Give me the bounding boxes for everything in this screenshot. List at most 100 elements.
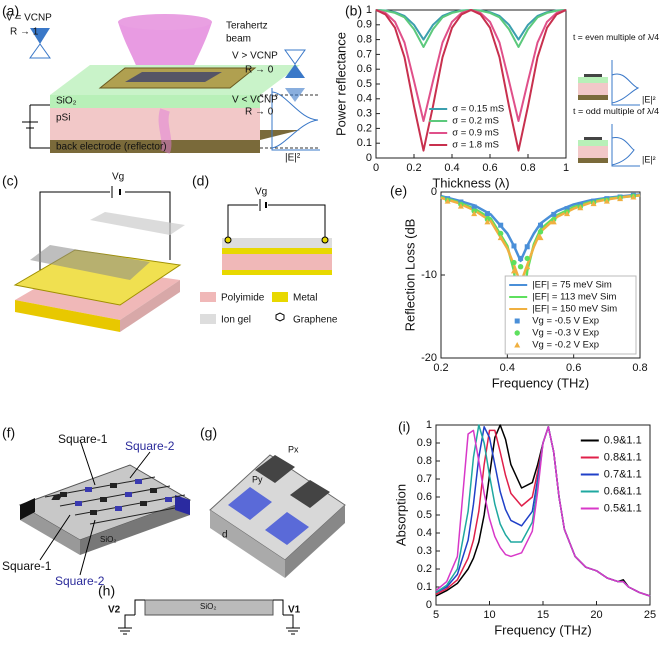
label: Px xyxy=(288,444,299,454)
label: Square-1 xyxy=(58,432,108,446)
series-line xyxy=(375,9,567,41)
label: back electrode (reflector) xyxy=(56,142,167,153)
legend-label: σ = 0.9 mS xyxy=(452,128,499,139)
panel-d: (d) Vg Polyimide Metal Ion gel Graphene xyxy=(192,173,338,326)
cone xyxy=(285,64,305,78)
substrate-side xyxy=(120,280,180,332)
layer xyxy=(584,137,602,140)
panel-label: (d) xyxy=(192,173,209,189)
label: |E|² xyxy=(285,153,301,164)
panel-label: (a) xyxy=(2,3,19,19)
swatch xyxy=(272,292,288,302)
legend-label: 0.6&1.1 xyxy=(604,485,642,497)
marker xyxy=(630,193,637,200)
marker xyxy=(498,230,504,237)
legend-swatch xyxy=(514,342,521,348)
marker xyxy=(617,195,624,202)
y-axis-label: Power reflectance xyxy=(333,32,348,136)
cone xyxy=(29,43,51,59)
label: Square-1 xyxy=(2,559,52,573)
slab-side xyxy=(210,510,285,578)
layer xyxy=(578,140,608,146)
annotation: |E|² xyxy=(642,154,656,164)
legend-label: Vg = -0.3 V Exp xyxy=(532,328,599,339)
sio2-layer xyxy=(50,95,260,108)
marker xyxy=(471,210,478,217)
y-tick-label: 0.5 xyxy=(357,78,372,90)
label: Vg xyxy=(255,187,267,198)
y-tick-label: 0.1 xyxy=(417,581,432,593)
marker xyxy=(457,203,464,209)
panel-label: (e) xyxy=(390,183,407,199)
x-tick-label: 0.2 xyxy=(406,162,421,174)
beam-low xyxy=(158,108,172,154)
label: SiO₂ xyxy=(56,96,77,107)
y-tick-label: 1 xyxy=(426,419,432,431)
series-line xyxy=(375,9,567,152)
x-tick-label: 0 xyxy=(373,162,379,174)
layer xyxy=(578,146,608,158)
x-tick-label: 0.4 xyxy=(444,162,459,174)
marker xyxy=(511,243,517,249)
x-axis-label: Frequency (THz) xyxy=(494,622,592,637)
square-grid xyxy=(60,479,172,515)
ground xyxy=(273,599,300,635)
marker xyxy=(564,210,571,217)
legend-label: σ = 0.15 mS xyxy=(452,104,504,115)
x-tick-label: 0.2 xyxy=(433,362,448,374)
metal xyxy=(222,270,332,275)
back-electrode xyxy=(50,140,260,153)
layer xyxy=(578,83,608,95)
metal xyxy=(222,248,332,254)
legend-label: |EF| = 113 meV Sim xyxy=(532,292,616,303)
legend-label: Polyimide xyxy=(221,293,265,304)
annotation: |E|² xyxy=(642,94,656,104)
legend-label: 0.7&1.1 xyxy=(604,468,642,480)
layer xyxy=(578,95,608,100)
legend-label: Vg = -0.5 V Exp xyxy=(532,316,599,327)
legend-label: 0.8&1.1 xyxy=(604,451,642,463)
y-tick-label: -20 xyxy=(421,352,437,364)
circuit xyxy=(227,204,326,240)
label: R → 0 xyxy=(245,107,274,118)
marker xyxy=(537,234,544,241)
label: V2 xyxy=(108,605,121,616)
label: Square-2 xyxy=(55,574,105,588)
panel-g: (g) Px Py d xyxy=(200,425,346,578)
y-tick-label: 1 xyxy=(366,4,372,16)
layer xyxy=(584,74,602,77)
swatch xyxy=(200,292,216,302)
x-tick-label: 0.6 xyxy=(482,162,497,174)
marker xyxy=(564,206,570,212)
electrode xyxy=(20,498,35,520)
legend-label: Metal xyxy=(293,293,317,304)
x-axis-label: Thickness (λ) xyxy=(432,175,509,190)
contact xyxy=(321,236,329,244)
x-tick-label: 1 xyxy=(563,162,569,174)
legend-label: 0.5&1.1 xyxy=(604,502,642,514)
annotation: t = even multiple of λ/4 xyxy=(573,33,660,42)
marker xyxy=(538,222,543,228)
field-profile xyxy=(611,124,640,167)
legend-label: Ion gel xyxy=(221,315,251,326)
label: Vg xyxy=(112,172,124,183)
legend-label: |EF| = 150 meV Sim xyxy=(532,304,617,315)
marker xyxy=(518,255,524,261)
cone xyxy=(30,28,50,44)
y-tick-label: 0.9 xyxy=(357,19,372,31)
label: beam xyxy=(226,34,251,45)
square xyxy=(290,480,330,508)
legend-swatch xyxy=(514,318,520,324)
marker xyxy=(524,255,530,262)
y-tick-label: 0.8 xyxy=(357,34,372,46)
square xyxy=(255,455,295,483)
circuit xyxy=(22,104,50,149)
graphene xyxy=(30,245,150,280)
y-tick-label: 0.1 xyxy=(357,137,372,149)
panel-c: (c) Vg xyxy=(2,172,185,332)
legend-label: σ = 1.8 mS xyxy=(452,140,499,151)
y-tick-label: 0.6 xyxy=(417,491,432,503)
y-tick-label: 0.6 xyxy=(357,63,372,75)
squares xyxy=(51,495,63,500)
y-tick-label: 0.4 xyxy=(357,93,372,105)
